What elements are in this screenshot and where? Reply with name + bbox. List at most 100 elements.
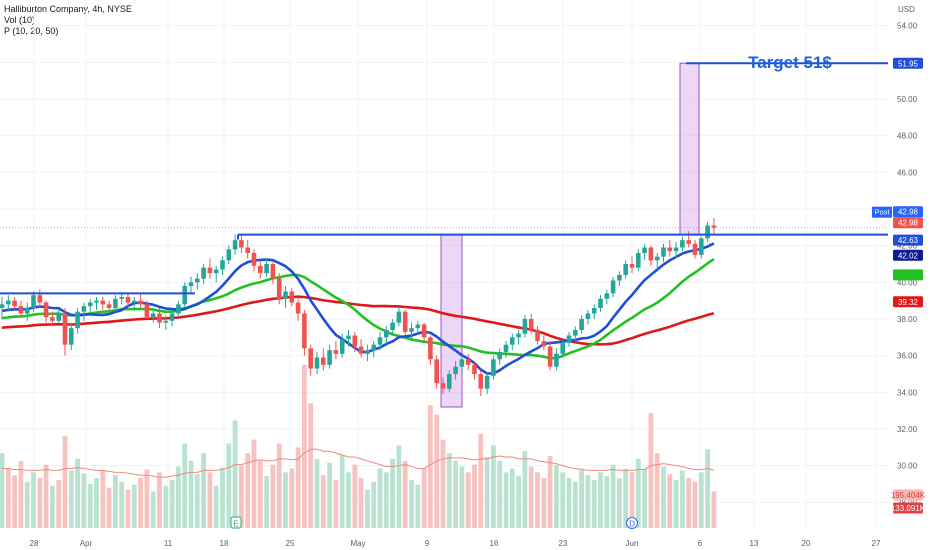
candle — [390, 319, 395, 336]
candle-body — [491, 359, 496, 376]
candle — [402, 309, 408, 336]
volume-bar — [213, 485, 219, 528]
volume-bar — [113, 475, 118, 528]
candle — [251, 249, 257, 272]
volume-bar — [598, 472, 603, 528]
candle — [75, 308, 80, 334]
candle-body — [327, 350, 332, 365]
price-tick-label: 38.00 — [897, 315, 918, 324]
chart-legend: Halliburton Company, 4h, NYSE Vol (10) P… — [4, 4, 132, 37]
candle — [472, 361, 477, 380]
candle — [516, 330, 521, 345]
price-tick-label: 34.00 — [897, 388, 918, 397]
volume-bar — [509, 468, 515, 528]
volume-bar — [642, 468, 647, 528]
candle-body — [472, 364, 477, 374]
candle — [491, 355, 496, 380]
candle-body — [150, 313, 156, 318]
volume-bar — [226, 443, 232, 528]
volume-bar — [163, 485, 169, 528]
candle — [623, 260, 628, 279]
candle — [447, 370, 452, 393]
candle — [308, 344, 313, 376]
volume-bar — [503, 472, 509, 528]
time-tick-label: Jun — [626, 539, 639, 548]
candle-body — [31, 295, 36, 308]
candle — [365, 344, 370, 362]
volume-bar — [535, 472, 540, 528]
candle — [629, 256, 635, 274]
price-tick-label: 42.00 — [897, 242, 918, 251]
volume-bar — [654, 453, 660, 528]
target-annotation: Target 51$ — [748, 53, 832, 72]
volume-bar — [302, 364, 307, 528]
candle — [459, 355, 465, 374]
price-badge-label: 42.98 — [898, 219, 919, 228]
time-tick-label: May — [350, 539, 365, 548]
candle-body — [402, 311, 408, 332]
price-badge-bg — [893, 502, 923, 514]
time-tick-label: 11 — [164, 539, 173, 548]
volume-bar — [150, 491, 156, 528]
candle — [610, 276, 616, 297]
volume-bar — [31, 472, 36, 528]
candle-body — [182, 286, 187, 305]
candle-body — [169, 313, 175, 321]
candle-body — [554, 353, 559, 367]
volume-bar — [497, 460, 503, 528]
volume-bar — [251, 439, 257, 528]
candle — [358, 339, 364, 358]
volume-bar — [579, 468, 584, 528]
candle — [289, 287, 295, 307]
candle — [207, 258, 213, 279]
candle — [12, 297, 17, 310]
candle-body — [396, 311, 402, 323]
price-badge-label: 42.98 — [898, 208, 919, 217]
candle-body — [390, 322, 395, 330]
volume-bar — [440, 439, 446, 528]
price-badge-bg — [893, 489, 923, 501]
candle — [478, 370, 484, 396]
volume-bar — [390, 458, 395, 528]
volume-bar — [194, 474, 200, 528]
candle — [440, 377, 446, 395]
candle — [648, 245, 654, 266]
event-marker: E — [230, 516, 242, 529]
volume-bar — [402, 460, 408, 528]
currency-label: USD — [898, 5, 915, 14]
candle — [377, 331, 383, 351]
candle-body — [302, 313, 307, 349]
candles — [0, 218, 717, 396]
candle — [6, 295, 11, 312]
time-tick-label: 16 — [490, 539, 499, 548]
volume-bar — [415, 484, 421, 528]
earnings-marker — [230, 516, 242, 529]
candle — [302, 309, 307, 356]
volume-ma — [2, 448, 715, 478]
volume-bar — [201, 453, 206, 528]
candle — [132, 297, 137, 310]
candle-body — [50, 317, 55, 321]
time-tick-label: 23 — [559, 539, 568, 548]
price-badge-label: 42.02 — [898, 251, 919, 260]
volume-bar — [68, 470, 74, 528]
candle-body — [258, 265, 263, 274]
candle — [636, 249, 641, 272]
moving-average-lines — [1, 242, 715, 375]
volume-bar — [623, 468, 629, 528]
candle-body — [207, 267, 213, 274]
volume-bar — [661, 466, 666, 528]
volume-bar — [459, 466, 465, 528]
candle — [62, 308, 68, 356]
candle-body — [547, 346, 553, 367]
volume-bar — [188, 460, 194, 528]
candle — [604, 289, 610, 305]
volume-bar — [358, 478, 364, 528]
volume-bar — [528, 466, 534, 528]
price-tick-label: 50.00 — [897, 95, 918, 104]
candle-body — [591, 308, 597, 314]
time-axis-bg — [0, 532, 890, 550]
candle-body — [220, 260, 225, 270]
candle — [314, 352, 320, 374]
